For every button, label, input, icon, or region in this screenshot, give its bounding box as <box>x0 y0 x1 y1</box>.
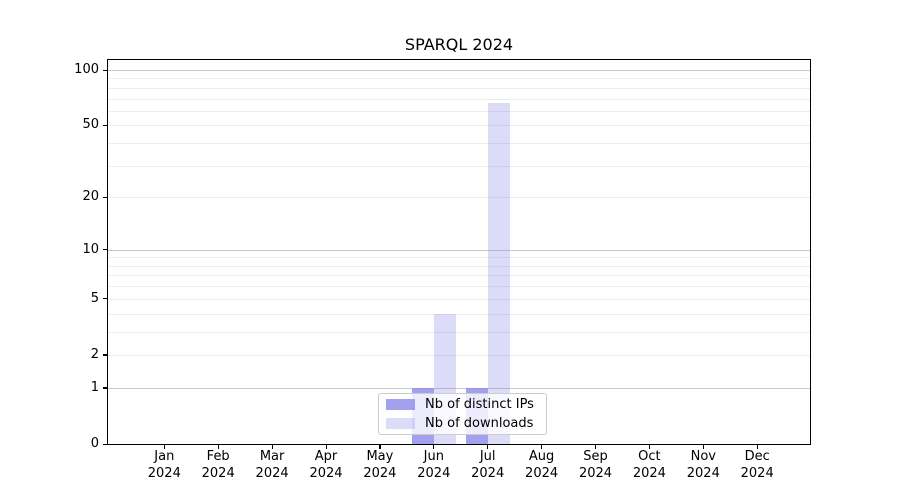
x-tick-year: 2024 <box>417 465 451 481</box>
y-tick-mark <box>103 69 108 71</box>
x-tick-year: 2024 <box>740 465 774 481</box>
y-tick-mark <box>103 354 108 356</box>
x-tick-mark <box>271 444 273 449</box>
bar-nb-of-downloads <box>487 103 510 444</box>
gridline-major <box>108 249 810 251</box>
gridline-minor <box>108 110 810 112</box>
x-tick-month: Nov <box>690 449 716 464</box>
legend: Nb of distinct IPs Nb of downloads <box>378 393 547 435</box>
x-tick-year: 2024 <box>147 465 181 481</box>
x-tick-year: 2024 <box>686 465 720 481</box>
y-tick-mark <box>103 443 108 445</box>
gridline-minor <box>108 165 810 167</box>
legend-entry-downloads: Nb of downloads <box>386 416 546 431</box>
x-tick-month: Jun <box>423 449 444 464</box>
x-tick-month: Jan <box>154 449 175 464</box>
x-tick-year: 2024 <box>363 465 397 481</box>
gridline-minor <box>108 257 810 259</box>
gridline-minor <box>108 298 810 300</box>
gridline-major <box>108 70 810 71</box>
y-tick-mark <box>103 387 108 389</box>
x-tick-year: 2024 <box>471 465 505 481</box>
legend-swatch-downloads <box>386 418 415 429</box>
plot-area: Nb of distinct IPs Nb of downloads <box>108 60 810 444</box>
x-tick-label: Feb 2024 <box>183 449 253 482</box>
y-tick-label: 20 <box>82 189 99 205</box>
x-tick-mark <box>756 444 758 449</box>
x-tick-month: Oct <box>638 449 661 464</box>
gridline-major <box>108 387 810 389</box>
y-tick-mark <box>103 298 108 300</box>
gridline-minor <box>108 286 810 288</box>
y-tick-label: 2 <box>90 346 99 362</box>
x-tick-mark <box>433 444 435 449</box>
y-tick-label: 5 <box>90 290 99 306</box>
x-tick-year: 2024 <box>309 465 343 481</box>
legend-label-downloads: Nb of downloads <box>425 416 534 431</box>
x-tick-mark <box>163 444 165 449</box>
legend-label-distinct-ips: Nb of distinct IPs <box>425 397 534 412</box>
y-tick-label: 10 <box>82 241 99 257</box>
x-tick-mark <box>648 444 651 449</box>
plot-border-top <box>107 59 811 61</box>
y-tick-label: 100 <box>74 62 99 77</box>
x-tick-label: Nov 2024 <box>668 449 738 482</box>
x-tick-mark <box>595 444 597 449</box>
y-tick-label: 50 <box>82 117 99 133</box>
gridline-minor <box>108 78 810 80</box>
gridline-minor <box>108 143 810 145</box>
y-tick-label: 1 <box>90 379 99 395</box>
x-tick-month: Sep <box>583 449 608 464</box>
plot-border-right <box>809 59 811 445</box>
gridline-minor <box>108 125 810 127</box>
x-tick-label: Jan 2024 <box>129 449 199 482</box>
x-tick-label: Mar 2024 <box>237 449 307 482</box>
gridline-minor <box>108 98 810 100</box>
y-tick-mark <box>103 124 108 127</box>
x-tick-year: 2024 <box>525 465 559 481</box>
x-tick-mark <box>379 444 381 449</box>
x-tick-label: May 2024 <box>345 449 415 482</box>
x-tick-month: Apr <box>314 449 338 464</box>
gridline-minor <box>108 87 810 89</box>
gridline-minor <box>108 275 810 277</box>
gridline-minor <box>108 197 810 199</box>
x-tick-label: Jul 2024 <box>453 449 523 482</box>
y-tick-mark <box>103 196 108 198</box>
x-tick-month: Feb <box>206 449 230 464</box>
x-tick-label: Sep 2024 <box>561 449 631 482</box>
x-tick-label: Dec 2024 <box>722 449 792 482</box>
x-tick-mark <box>325 444 327 449</box>
y-tick-label: 0 <box>90 436 99 451</box>
x-tick-month: Aug <box>528 449 555 464</box>
gridline-minor <box>108 354 810 356</box>
x-tick-label: Oct 2024 <box>614 449 684 482</box>
x-tick-year: 2024 <box>632 465 666 481</box>
gridline-minor <box>108 265 810 267</box>
gridline-minor <box>108 313 810 315</box>
plot-border-bottom <box>107 443 811 445</box>
gridline-minor <box>108 331 810 333</box>
x-tick-month: Dec <box>744 449 770 464</box>
x-tick-label: Jun 2024 <box>399 449 469 482</box>
x-tick-mark <box>541 444 543 449</box>
legend-swatch-distinct-ips <box>386 399 415 410</box>
y-axis-line <box>107 59 109 445</box>
x-tick-year: 2024 <box>255 465 289 481</box>
x-tick-label: Aug 2024 <box>507 449 577 482</box>
x-tick-label: Apr 2024 <box>291 449 361 482</box>
x-tick-month: Mar <box>259 449 285 464</box>
legend-entry-distinct-ips: Nb of distinct IPs <box>386 397 546 412</box>
x-tick-mark <box>217 444 219 449</box>
x-tick-year: 2024 <box>201 465 235 481</box>
x-tick-mark <box>702 444 704 449</box>
x-tick-month: May <box>366 449 394 464</box>
x-tick-month: Jul <box>479 449 496 464</box>
x-tick-year: 2024 <box>578 465 613 481</box>
y-tick-mark <box>103 249 108 251</box>
chart-title: SPARQL 2024 <box>404 35 514 54</box>
x-tick-mark <box>487 444 489 449</box>
